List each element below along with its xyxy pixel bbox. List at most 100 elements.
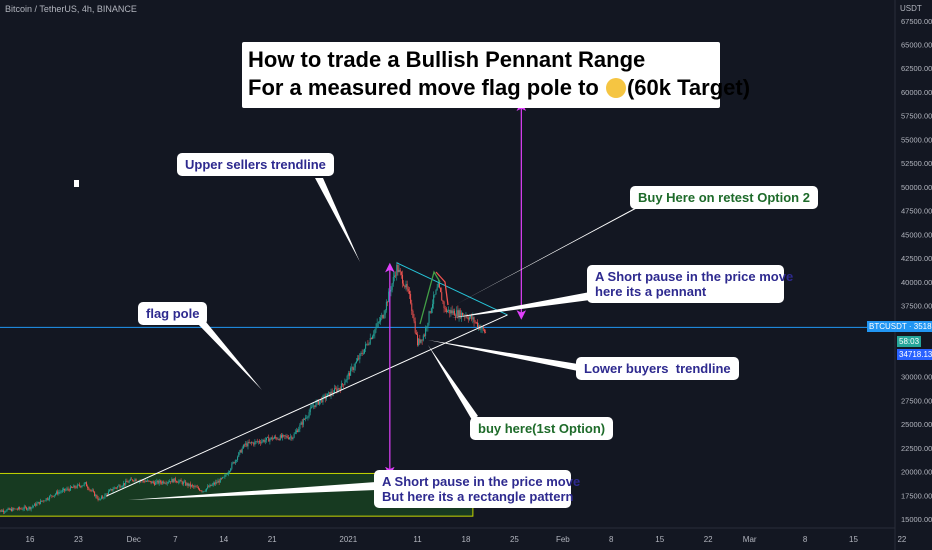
candle-body xyxy=(444,308,446,309)
candle-body xyxy=(159,480,161,483)
candle-body xyxy=(165,483,167,484)
candle-body xyxy=(81,485,83,487)
candle-body xyxy=(352,367,354,371)
candle-body xyxy=(41,500,43,502)
candle-body xyxy=(110,489,112,491)
short-pause-rect-pointer xyxy=(128,482,376,500)
candle-body xyxy=(129,478,131,481)
candle-body xyxy=(12,508,14,512)
candle-body xyxy=(118,485,120,487)
x-tick-label: 23 xyxy=(74,535,83,544)
candle-body xyxy=(396,264,398,276)
candle-body xyxy=(297,430,299,432)
candle-body xyxy=(432,304,434,309)
lower-buyers-trendline xyxy=(105,314,508,497)
candle-body xyxy=(155,481,157,485)
candle-body xyxy=(212,483,214,485)
candle-body xyxy=(145,481,147,483)
candle-body xyxy=(348,373,350,376)
y-tick-label: 67500.00 xyxy=(901,17,932,26)
candle-body xyxy=(95,495,97,497)
candle-body xyxy=(195,486,197,488)
candle-body xyxy=(378,321,380,323)
candle-body xyxy=(269,439,271,442)
buy-first-pointer xyxy=(428,345,478,420)
candle-body xyxy=(11,508,13,512)
candle-body xyxy=(375,326,377,330)
candle-body xyxy=(294,432,296,434)
candle-body xyxy=(318,401,320,405)
y-tick-label: 27500.00 xyxy=(901,396,932,405)
candle-body xyxy=(399,269,401,273)
candle-body xyxy=(390,289,392,292)
candle-body xyxy=(80,485,82,487)
candle-body xyxy=(71,486,73,488)
upper-sellers-callout: Upper sellers trendline xyxy=(177,153,334,176)
candle-body xyxy=(312,406,314,408)
candle-body xyxy=(117,486,119,488)
candle-body xyxy=(254,441,256,445)
candle-body xyxy=(27,508,29,510)
candle-body xyxy=(114,487,116,489)
candle-body xyxy=(335,388,337,389)
candle-body xyxy=(96,495,98,499)
candle-body xyxy=(301,422,303,425)
candle-body xyxy=(207,486,209,489)
y-tick-label: 17500.00 xyxy=(901,491,932,500)
candle-body xyxy=(61,489,63,492)
buy-first-callout: buy here(1st Option) xyxy=(470,417,614,440)
candle-body xyxy=(280,435,282,438)
candle-body xyxy=(15,508,17,510)
candle-body xyxy=(19,507,21,509)
candle-body xyxy=(307,416,309,418)
candle-body xyxy=(283,434,285,436)
candle-body xyxy=(22,509,24,510)
candle-body xyxy=(91,490,93,492)
candle-body xyxy=(328,392,330,394)
candle-body xyxy=(216,481,218,483)
candle-body xyxy=(270,437,272,440)
candle-body xyxy=(42,500,44,502)
candle-body xyxy=(468,317,470,320)
candle-body xyxy=(237,456,239,461)
candle-body xyxy=(204,490,206,492)
candle-body xyxy=(274,436,276,439)
candle-body xyxy=(248,442,250,444)
candle-body xyxy=(397,264,399,273)
candle-body xyxy=(154,482,156,485)
candle-body xyxy=(317,400,319,405)
candle-body xyxy=(302,419,304,425)
candle-body xyxy=(282,434,284,438)
y-tick-label: 50000.00 xyxy=(901,183,932,192)
candle-body xyxy=(68,489,70,491)
candle-body xyxy=(26,507,28,510)
upper-sellers-trendline xyxy=(396,262,508,316)
candle-body xyxy=(196,487,198,488)
candle-body xyxy=(111,489,113,491)
candle-body xyxy=(218,480,220,483)
candle-body xyxy=(355,361,357,364)
candle-body xyxy=(271,437,273,440)
candle-body xyxy=(322,395,324,403)
candle-body xyxy=(119,485,121,488)
candle-body xyxy=(360,352,362,354)
candle-body xyxy=(406,284,408,290)
candle-body xyxy=(305,417,307,420)
candle-body xyxy=(365,344,367,349)
candle-body xyxy=(73,485,75,488)
candle-body xyxy=(460,312,462,318)
candle-body xyxy=(241,448,243,453)
candle-body xyxy=(17,507,19,510)
candle-body xyxy=(336,388,338,392)
y-tick-label: 55000.00 xyxy=(901,135,932,144)
candle-body xyxy=(412,310,414,318)
candle-body xyxy=(214,483,216,485)
candle-body xyxy=(482,327,484,330)
candle-body xyxy=(346,375,348,381)
candle-body xyxy=(370,337,372,339)
candle-body xyxy=(345,380,347,383)
candle-body xyxy=(130,478,132,480)
candle-body xyxy=(34,503,36,506)
candle-body xyxy=(433,295,435,305)
candle-body xyxy=(267,437,269,438)
